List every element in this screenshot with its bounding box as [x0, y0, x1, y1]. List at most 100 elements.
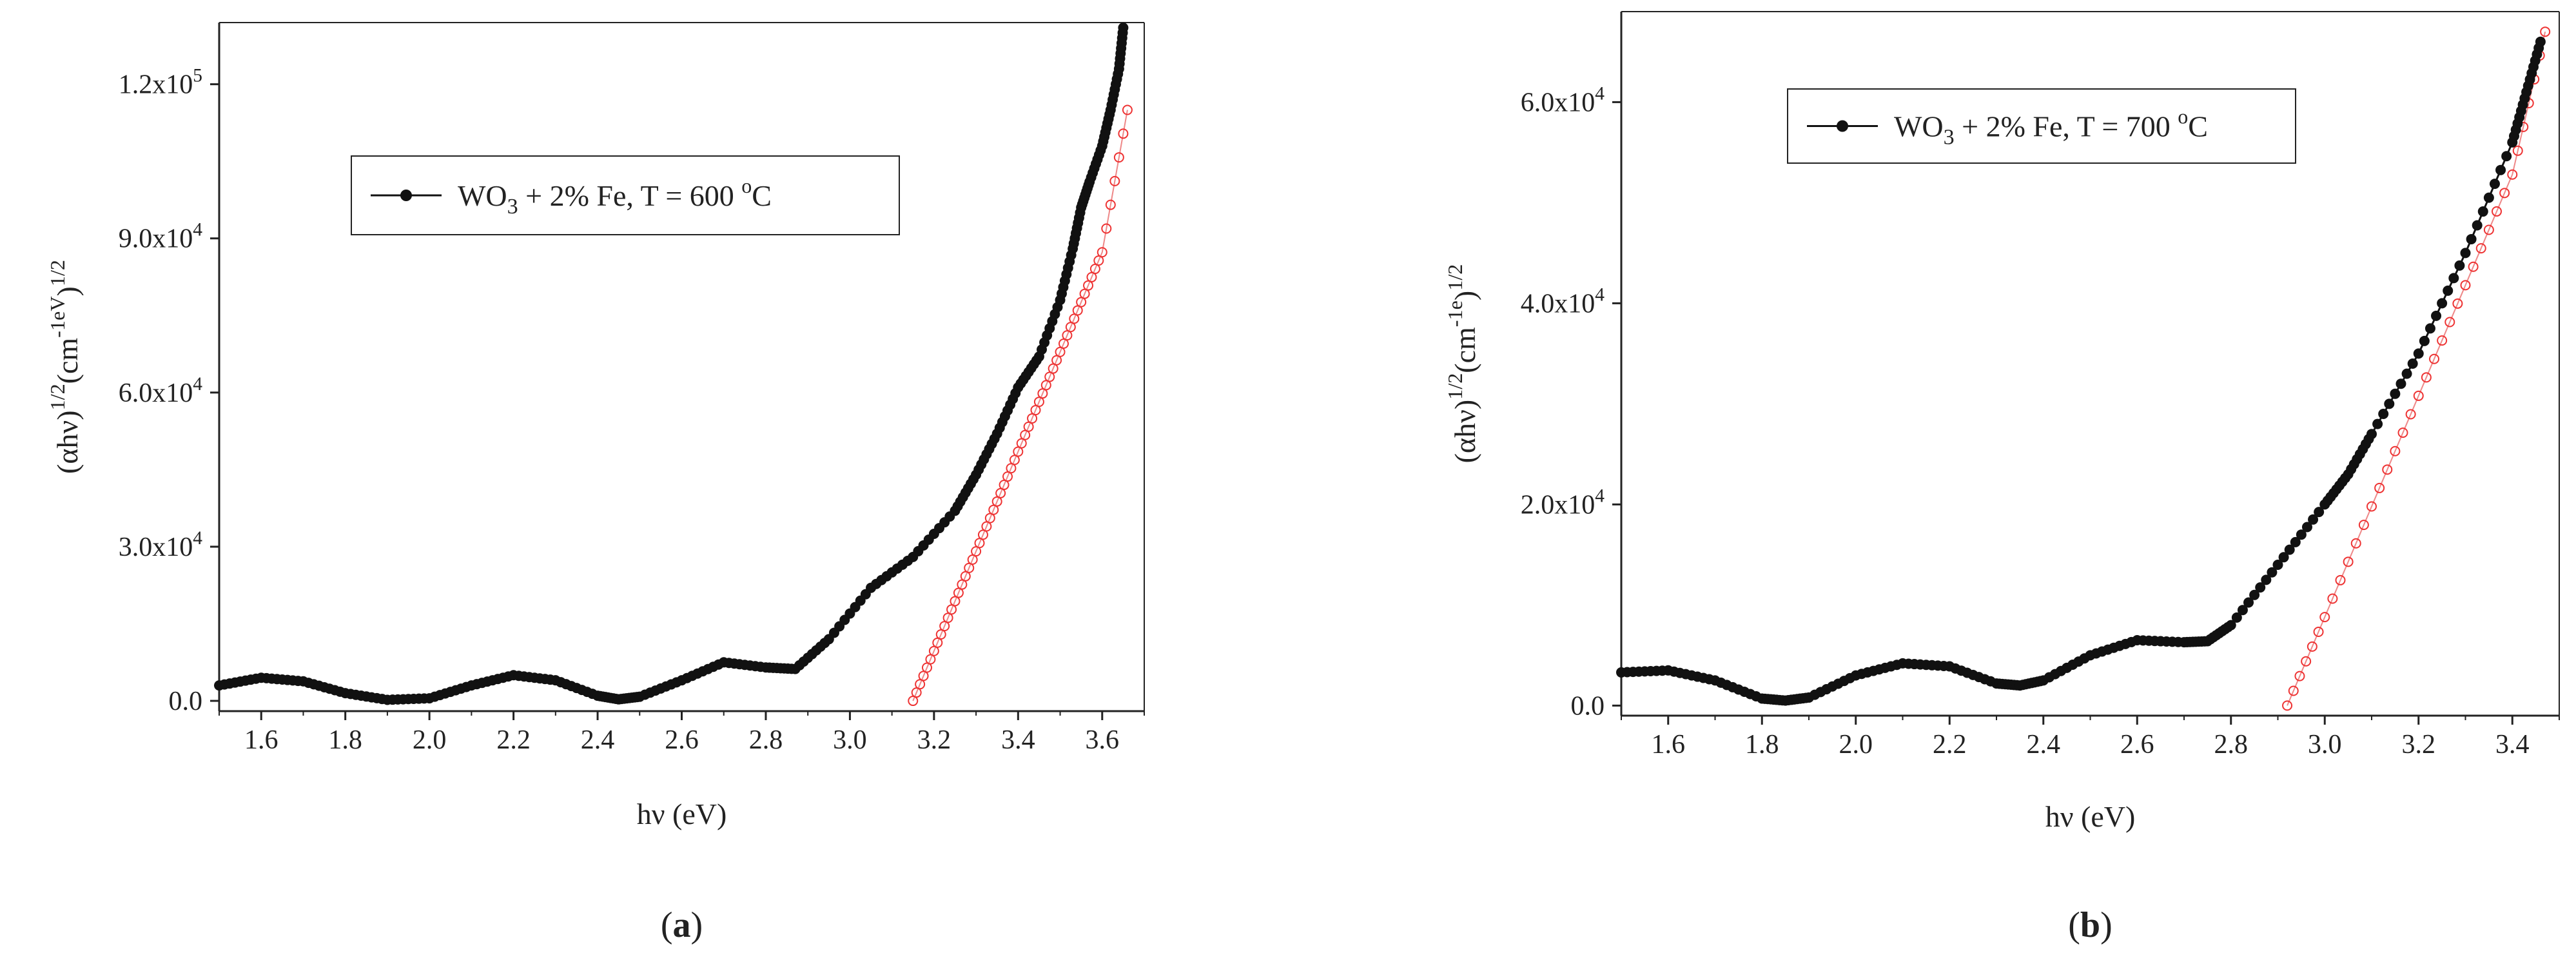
fit-point	[1023, 421, 1034, 432]
fit-point	[991, 496, 1002, 507]
fit-point	[1097, 247, 1107, 258]
fit-point	[2374, 482, 2385, 493]
fit-point	[960, 571, 971, 582]
panel-label: (a)	[661, 905, 703, 945]
fit-point	[2335, 574, 2346, 585]
fit-point	[964, 562, 975, 573]
fit-point	[1006, 463, 1017, 474]
x-tick-label: 2.8	[2214, 730, 2249, 759]
fit-point	[971, 546, 982, 557]
fit-point	[2492, 206, 2502, 217]
fit-point	[2319, 612, 2330, 623]
fit-point	[1079, 288, 1090, 299]
fit-point	[2397, 427, 2408, 438]
fit-point	[1016, 438, 1027, 449]
x-tick-label: 2.0	[413, 725, 447, 755]
fit-point	[918, 671, 929, 681]
fit-point	[1062, 330, 1073, 341]
fit-point	[2282, 700, 2293, 711]
fit-point	[1083, 280, 1094, 291]
fit-point	[1105, 199, 1116, 210]
fit-point	[1113, 152, 1124, 163]
legend-label: WO3 + 2% Fe, T = 600 oC	[458, 174, 772, 219]
fit-point	[2444, 317, 2455, 328]
data-point	[2477, 206, 2488, 217]
data-point	[2413, 348, 2424, 359]
fit-point	[2307, 641, 2317, 652]
data-point	[2231, 612, 2242, 623]
y-tick-label: 2.0x104	[1521, 485, 1605, 520]
chart-panel-b: 1.6 1.8 2.0 2.2 2.4 2.6 2.8 3.0 3.2 3.4 0.0 2.0x104…	[1443, 11, 2560, 945]
fit-point	[984, 513, 995, 524]
fit-point	[2437, 335, 2448, 346]
data-point	[2448, 273, 2459, 284]
x-tick-label: 3.0	[833, 725, 867, 755]
fit-point	[2343, 556, 2354, 567]
data-point	[2425, 323, 2435, 334]
y-axis-title: (αhν)1/2​(cm-1eV​)1/2​	[46, 260, 84, 474]
data-point	[2472, 220, 2483, 231]
fit-point	[2358, 520, 2369, 531]
fit-point	[957, 579, 968, 590]
x-tick-label: 2.2	[496, 725, 531, 755]
fit-point	[928, 645, 939, 656]
y-tick-label: 1.2x105	[119, 66, 202, 100]
fit-point	[1118, 128, 1129, 139]
fit-point	[1058, 338, 1069, 349]
data-point	[2407, 358, 2418, 369]
fit-line	[912, 110, 1128, 701]
data-point	[2401, 368, 2412, 379]
fit-point	[953, 587, 964, 598]
data-point	[2395, 378, 2406, 389]
fit-point	[2512, 145, 2523, 156]
x-tick-label: 2.6	[2120, 730, 2154, 759]
fit-point	[2327, 593, 2338, 604]
chart-panel-a: 1.6 1.8 2.0 2.2 2.4 2.6 2.8 3.0 3.2 3.4 3.6 0.0 3.0x…	[46, 22, 1145, 945]
fit-point	[1065, 322, 1076, 333]
fit-point	[932, 637, 943, 648]
x-tick-label: 1.8	[328, 725, 362, 755]
data-point	[2483, 192, 2494, 203]
legend-marker	[1837, 120, 1848, 132]
data-point	[2237, 605, 2248, 616]
fit-point	[1069, 313, 1080, 324]
fit-point	[1089, 264, 1100, 275]
fit-point	[911, 687, 922, 698]
data-point	[2243, 597, 2254, 608]
data-point	[2290, 536, 2301, 547]
fit-point	[1048, 363, 1059, 374]
fit-point	[2483, 224, 2494, 235]
data-point	[2372, 418, 2383, 429]
x-tick-label: 1.6	[1652, 730, 1686, 759]
x-tick-label: 3.4	[1001, 725, 1035, 755]
data-point	[2272, 560, 2283, 570]
data-point	[2489, 179, 2500, 190]
fit-point	[1072, 305, 1083, 316]
fit-point	[2350, 538, 2361, 549]
fit-point	[977, 529, 988, 540]
fit-point	[921, 662, 932, 673]
fit-point	[2405, 409, 2416, 420]
fit-point	[2294, 671, 2305, 681]
data-point	[2267, 567, 2278, 578]
fit-point	[950, 596, 961, 607]
fit-point	[908, 696, 919, 707]
x-tick-label: 2.0	[1839, 730, 1873, 759]
fit-point	[988, 504, 999, 515]
x-tick-label: 2.4	[581, 725, 615, 755]
x-tick-label: 3.4	[2495, 730, 2530, 759]
fit-point	[1033, 397, 1044, 407]
fit-point	[915, 679, 926, 690]
fit-point	[2460, 280, 2471, 291]
y-tick-label: 9.0x104	[119, 220, 203, 254]
data-point	[2501, 151, 2512, 162]
x-tick-label: 1.6	[244, 725, 278, 755]
fit-point	[2366, 501, 2377, 512]
y-axis-title: (αhν)1/2​(cm-1e​)1/2​	[1443, 264, 1481, 464]
y-tick-label: 6.0x104	[1521, 83, 1605, 117]
fit-point	[1002, 471, 1013, 482]
data-point	[2284, 544, 2295, 555]
data-point	[2366, 429, 2377, 440]
fit-point	[2540, 26, 2551, 37]
fit-point	[1122, 104, 1133, 115]
